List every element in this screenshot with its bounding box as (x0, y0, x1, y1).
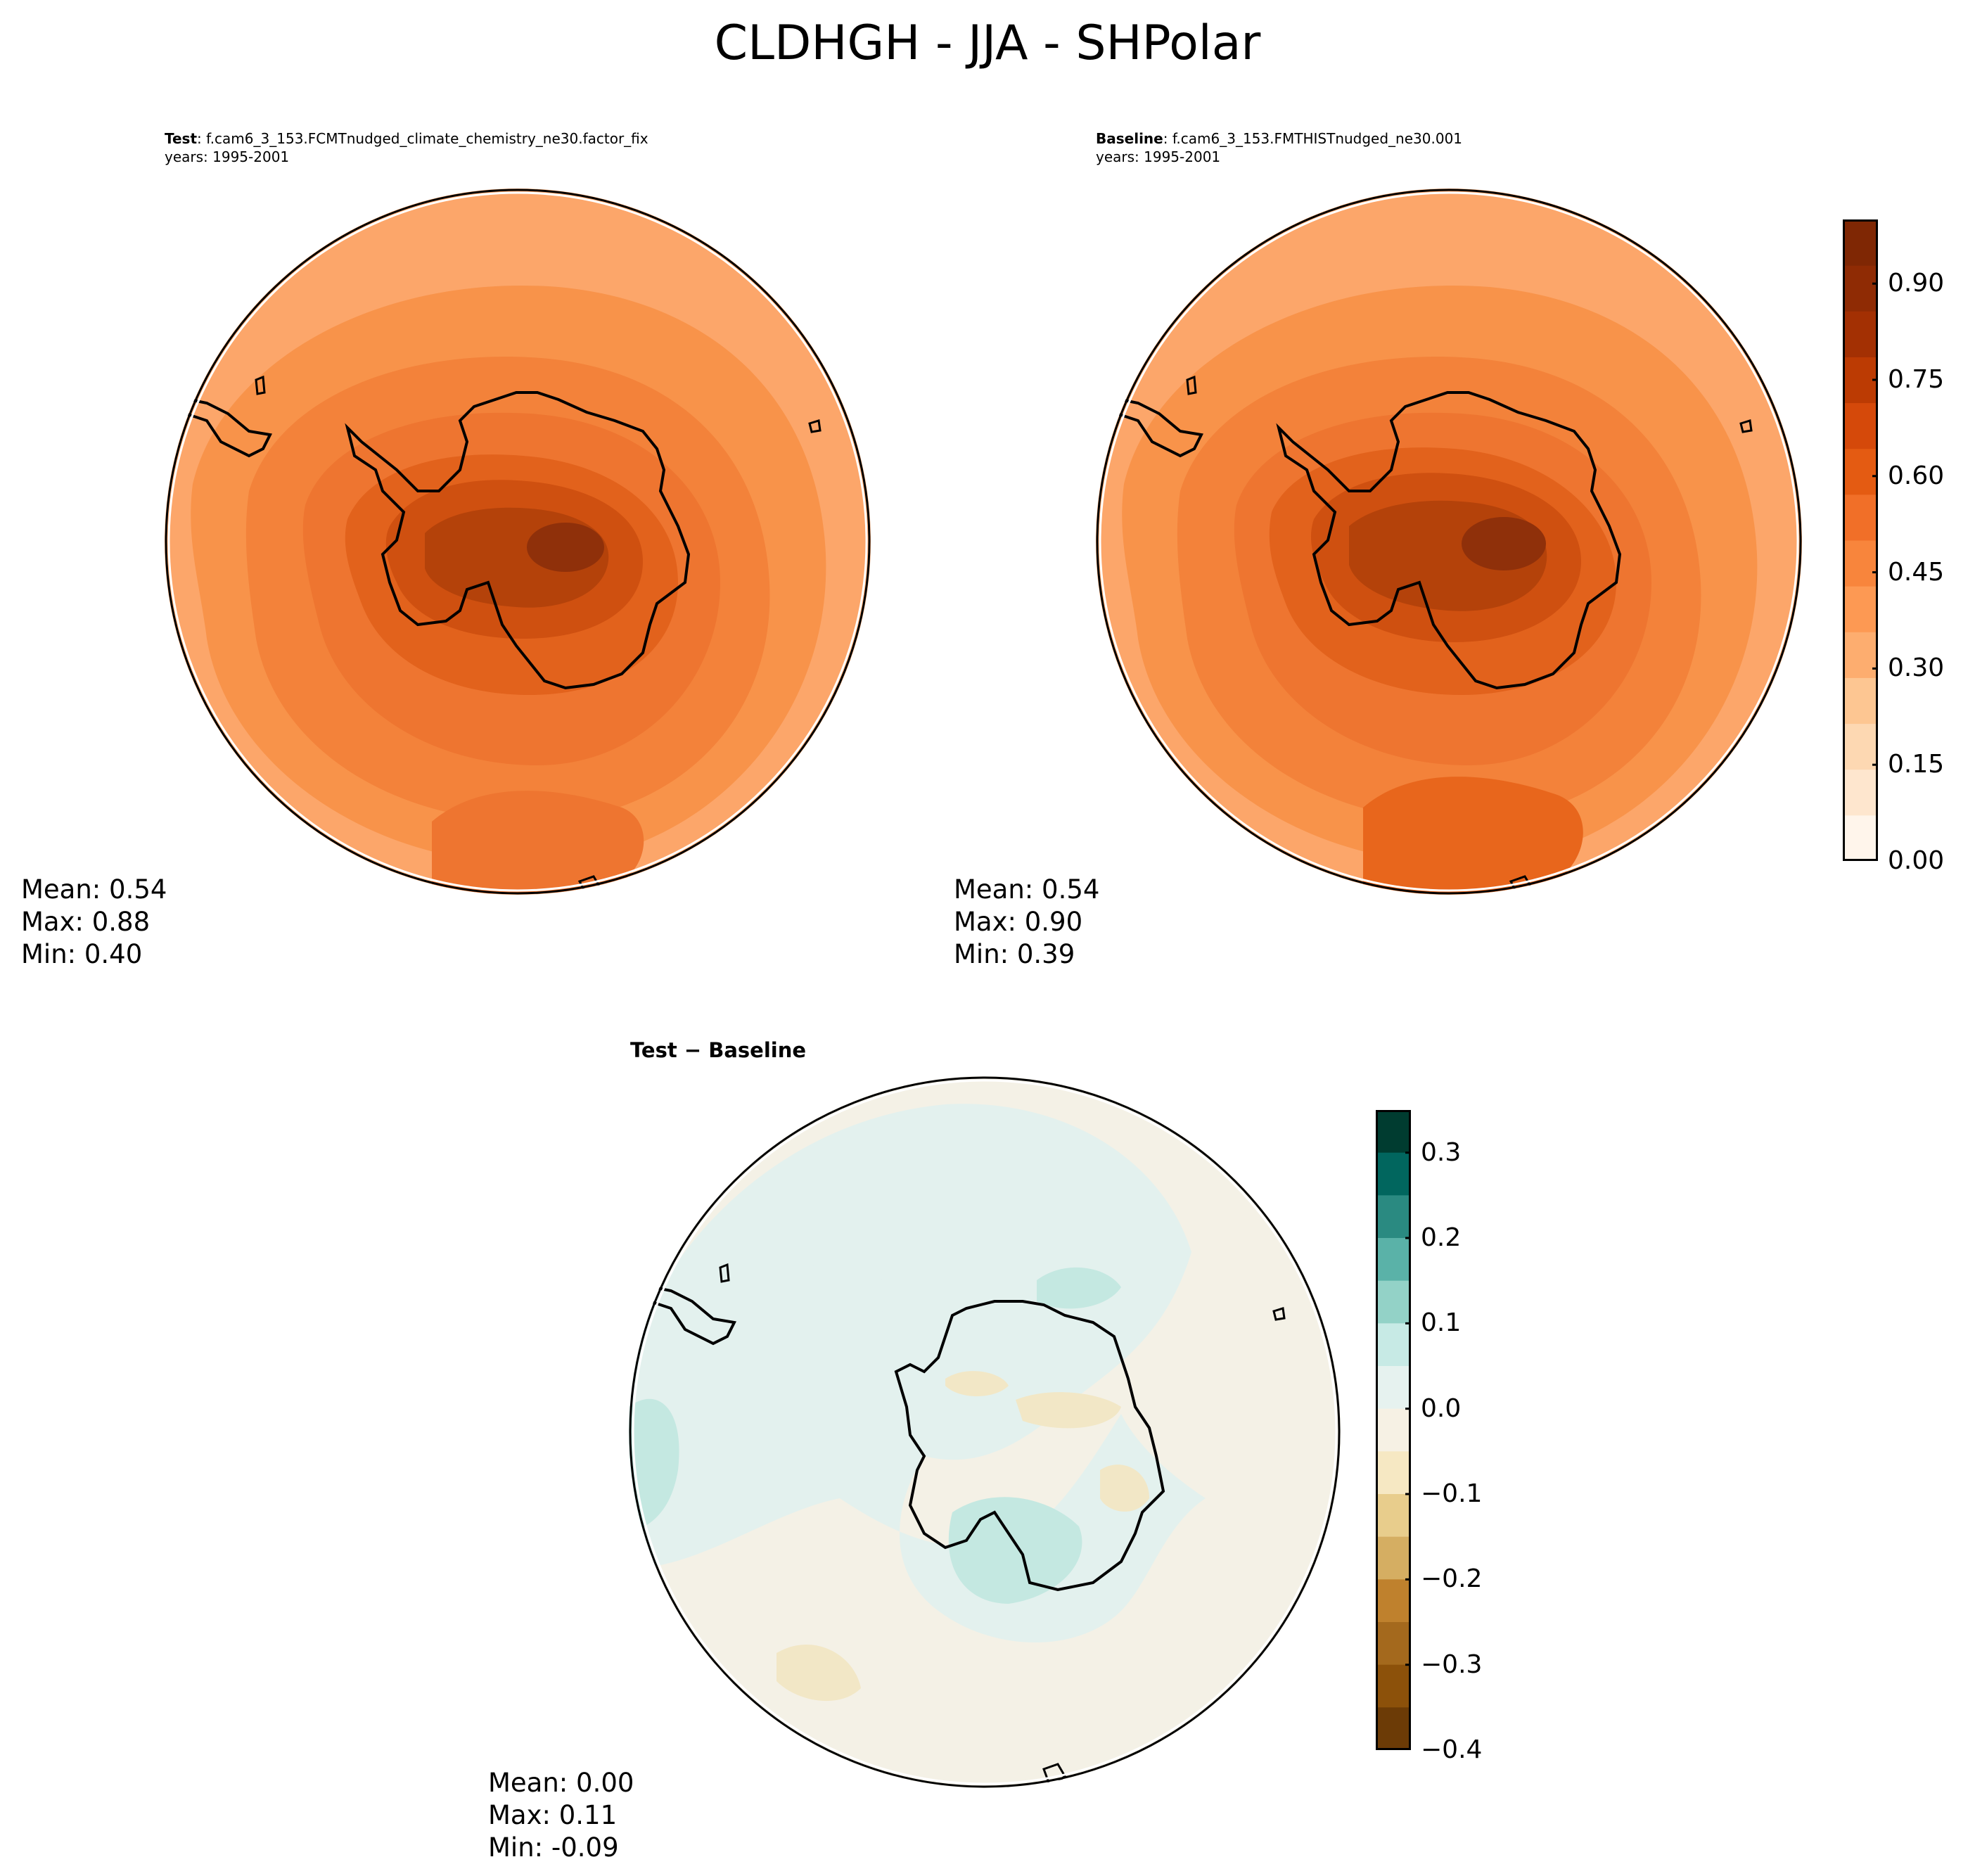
diff-colorbar-ticks: 0.3 0.2 0.1 0.0 −0.1 −0.2 −0.3 −0.4 (1411, 1110, 1509, 1763)
colorbar-tick-label: 0.0 (1421, 1393, 1462, 1423)
colorbar-tick-label: 0.90 (1888, 269, 1945, 298)
baseline-map (1096, 189, 1802, 895)
colorbar-tick-label: 0.2 (1421, 1223, 1462, 1252)
colorbar-band (1376, 1622, 1411, 1666)
colorbar-band (1376, 1451, 1411, 1495)
colorbar-tick-label: −0.3 (1421, 1650, 1483, 1679)
colorbar-band (1843, 769, 1878, 816)
colorbar-tick-label: 0.15 (1888, 750, 1945, 779)
baseline-case-name: : f.cam6_3_153.FMTHISTnudged_ne30.001 (1163, 130, 1463, 147)
colorbar-band (1843, 586, 1878, 632)
test-max: Max: 0.88 (21, 907, 151, 937)
colorbar-band (1843, 540, 1878, 587)
difference-min: Min: -0.09 (488, 1832, 619, 1863)
difference-mean: Mean: 0.00 (488, 1768, 634, 1798)
colorbar-band (1376, 1408, 1411, 1452)
colorbar-band (1376, 1664, 1411, 1708)
colorbar-band (1376, 1579, 1411, 1623)
colorbar-band (1843, 219, 1878, 266)
colorbar-tick-label: 0.45 (1888, 557, 1945, 587)
colorbar-band (1376, 1195, 1411, 1239)
difference-label-sep: − (677, 1038, 709, 1062)
main-colorbar-ticks: 0.00 0.15 0.30 0.45 0.60 0.75 0.90 (1878, 219, 1969, 875)
baseline-min: Min: 0.39 (954, 939, 1075, 969)
colorbar-band (1843, 402, 1878, 449)
colorbar-tick-label: 0.75 (1888, 365, 1945, 394)
difference-stats: Mean: 0.00 Max: 0.11 Min: -0.09 (488, 1767, 634, 1864)
test-mean: Mean: 0.54 (21, 874, 167, 905)
test-years: years: 1995-2001 (165, 148, 290, 165)
colorbar-tick-label: 0.00 (1888, 846, 1945, 875)
test-case-name: : f.cam6_3_153.FCMTnudged_climate_chemis… (197, 130, 648, 147)
colorbar-band (1376, 1366, 1411, 1410)
baseline-label: Baseline (1096, 130, 1163, 147)
colorbar-tick-label: 0.1 (1421, 1308, 1462, 1338)
colorbar-band (1376, 1238, 1411, 1282)
colorbar-band (1843, 311, 1878, 357)
colorbar-tick-label: 0.60 (1888, 461, 1945, 490)
baseline-years: years: 1995-2001 (1096, 148, 1221, 165)
difference-label-test: Test (630, 1038, 677, 1062)
colorbar-band (1376, 1110, 1411, 1154)
colorbar-band (1376, 1536, 1411, 1580)
colorbar-band (1376, 1707, 1411, 1751)
colorbar-band (1376, 1152, 1411, 1196)
baseline-panel-title: Baseline: f.cam6_3_153.FMTHISTnudged_ne3… (1096, 129, 1462, 166)
test-map (165, 189, 871, 895)
difference-map (629, 1076, 1341, 1788)
figure-title: CLDHGH - JJA - SHPolar (714, 15, 1261, 71)
colorbar-band (1376, 1323, 1411, 1367)
colorbar-tick-label: 0.3 (1421, 1137, 1462, 1167)
test-min: Min: 0.40 (21, 939, 143, 969)
baseline-stats: Mean: 0.54 Max: 0.90 Min: 0.39 (954, 874, 1099, 971)
colorbar-tick-label: −0.1 (1421, 1479, 1483, 1508)
colorbar-band (1376, 1494, 1411, 1538)
test-stats: Mean: 0.54 Max: 0.88 Min: 0.40 (21, 874, 167, 971)
colorbar-tick-label: −0.4 (1421, 1735, 1483, 1764)
baseline-max: Max: 0.90 (954, 907, 1083, 937)
colorbar-band (1843, 723, 1878, 770)
colorbar-band (1843, 632, 1878, 678)
test-label: Test (165, 130, 198, 147)
colorbar-tick-label: 0.30 (1888, 653, 1945, 683)
colorbar-band (1376, 1280, 1411, 1324)
baseline-mean: Mean: 0.54 (954, 874, 1100, 905)
difference-panel-title: Test − Baseline (630, 1038, 806, 1062)
colorbar-band (1843, 494, 1878, 541)
colorbar-band (1843, 357, 1878, 404)
diff-colorbar (1376, 1110, 1411, 1751)
colorbar-band (1843, 677, 1878, 725)
colorbar-band (1843, 265, 1878, 312)
colorbar-tick-label: −0.2 (1421, 1564, 1483, 1594)
test-panel-title: Test: f.cam6_3_153.FCMTnudged_climate_ch… (165, 129, 648, 166)
colorbar-band (1843, 448, 1878, 495)
difference-max: Max: 0.11 (488, 1800, 618, 1830)
colorbar-band (1843, 815, 1878, 862)
difference-label-baseline: Baseline (708, 1038, 807, 1062)
main-colorbar (1843, 219, 1878, 862)
